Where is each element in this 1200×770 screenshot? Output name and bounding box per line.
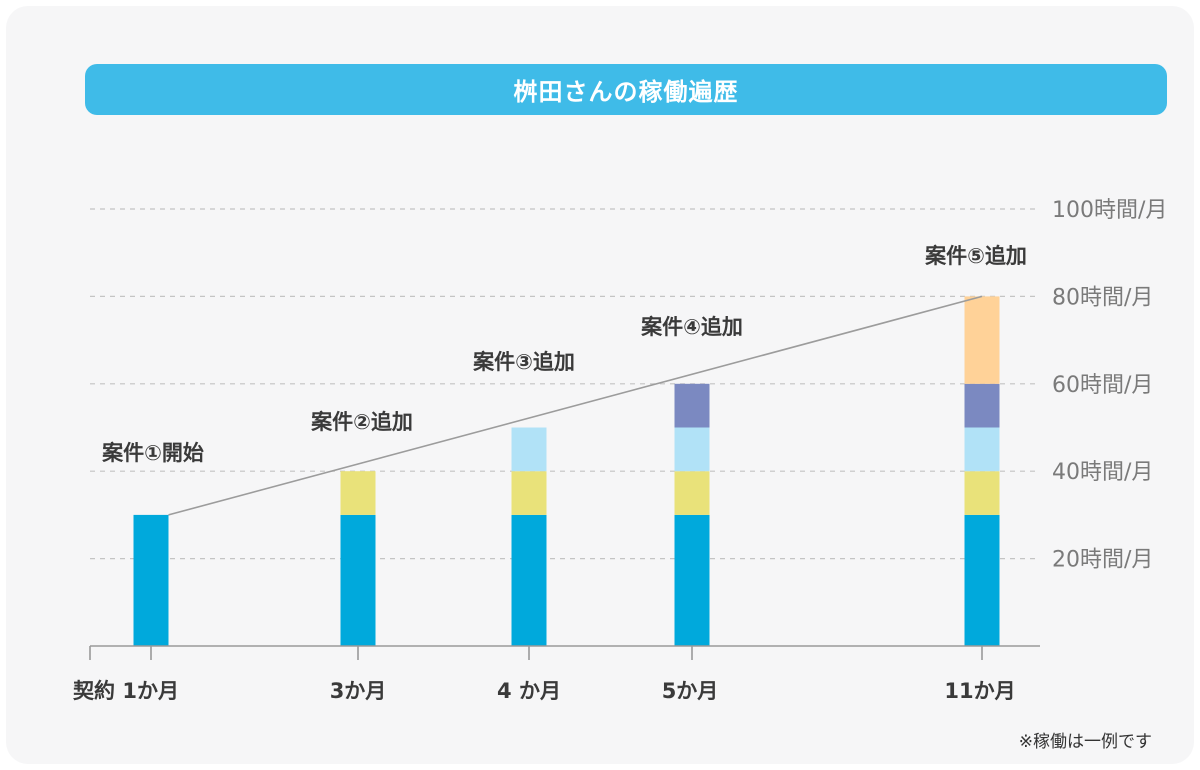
bar-segment [340,471,376,515]
annotation-label: 案件④追加 [640,315,743,339]
annotation-label: 案件②追加 [310,410,413,434]
chart-title: 桝田さんの稼働遍歴 [513,78,739,106]
bar-segment [133,514,169,646]
x-tick-label: 契約 1か月 [72,679,179,703]
bar-segment [674,383,710,428]
x-tick-label: 11か月 [944,679,1015,703]
x-tick-label: 3か月 [330,679,387,703]
footnote: ※稼働は一例です [1018,732,1152,752]
annotation-label: 案件③追加 [472,350,575,374]
title-banner: 桝田さんの稼働遍歴 [85,64,1167,115]
bar-segment [964,427,1000,472]
bar-segment [964,296,1000,384]
x-tick-label: 4 か月 [497,679,561,703]
bar-segment [511,427,547,472]
y-tick-label: 20時間/月 [1052,548,1153,573]
y-tick-label: 40時間/月 [1052,460,1153,485]
bar-segment [674,427,710,472]
x-tick-label: 5か月 [662,679,719,703]
bar-segment [674,514,710,646]
bar-segment [674,471,710,515]
bar-segment [964,514,1000,646]
annotation-label: 案件①開始 [101,441,204,465]
bar-segment [511,514,547,646]
trend-line [168,295,983,516]
y-tick-label: 60時間/月 [1052,373,1153,398]
y-tick-label: 80時間/月 [1052,285,1153,310]
bar-segment [964,471,1000,515]
bar-segment [340,514,376,646]
bar-segment [511,471,547,515]
bar-segment [964,383,1000,428]
y-tick-label: 100時間/月 [1052,198,1167,223]
annotation-label: 案件⑤追加 [924,244,1027,268]
